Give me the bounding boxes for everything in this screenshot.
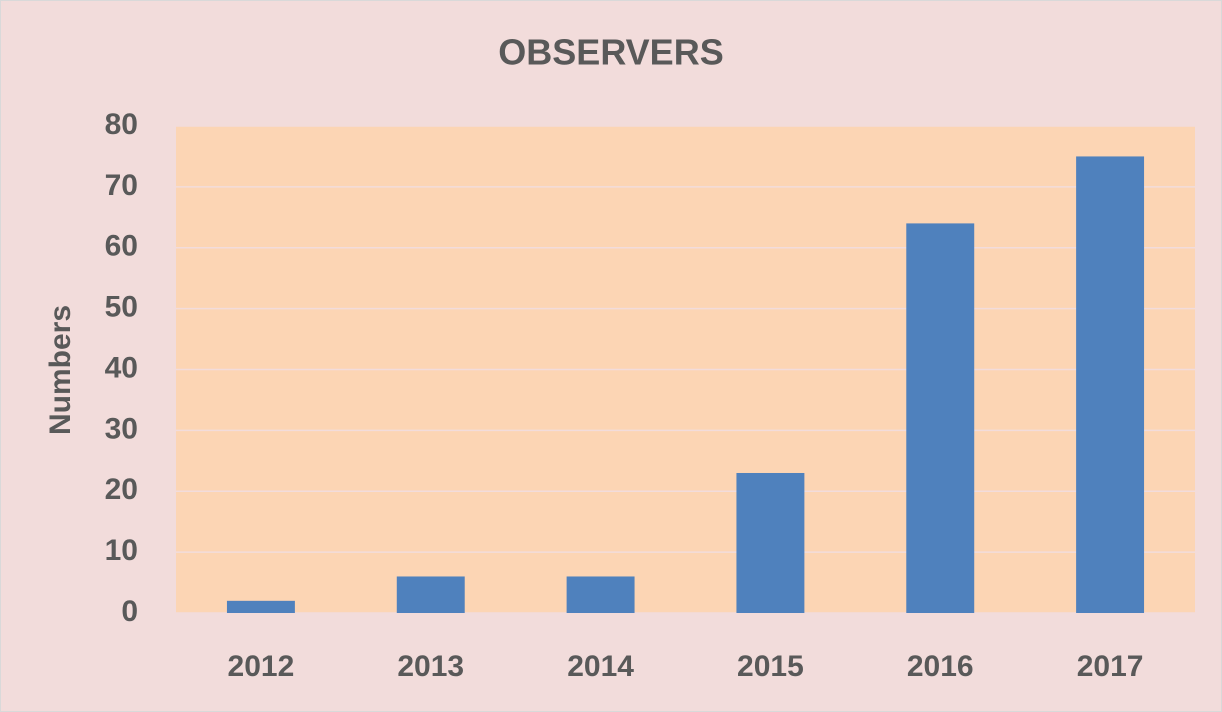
chart-title: OBSERVERS: [498, 32, 723, 73]
bar: [736, 472, 805, 613]
y-axis-title: Numbers: [44, 305, 77, 435]
x-tick-label: 2016: [907, 650, 974, 683]
y-tick-label: 80: [105, 108, 138, 141]
y-tick-label: 50: [105, 291, 138, 324]
x-tick-label: 2014: [567, 650, 634, 683]
bar: [226, 600, 295, 613]
y-tick-label: 30: [105, 412, 138, 445]
x-tick-label: 2012: [228, 650, 295, 683]
y-tick-label: 0: [121, 595, 138, 628]
bar: [906, 223, 975, 613]
x-tick-label: 2013: [397, 650, 464, 683]
y-tick-label: 70: [105, 169, 138, 202]
x-tick-label: 2015: [737, 650, 804, 683]
bar: [1076, 156, 1145, 613]
bar: [396, 576, 465, 613]
y-tick-label: 60: [105, 230, 138, 263]
y-tick-label: 10: [105, 534, 138, 567]
bar: [566, 576, 635, 613]
y-tick-label: 40: [105, 351, 138, 384]
y-tick-label: 20: [105, 473, 138, 506]
x-tick-label: 2017: [1077, 650, 1144, 683]
